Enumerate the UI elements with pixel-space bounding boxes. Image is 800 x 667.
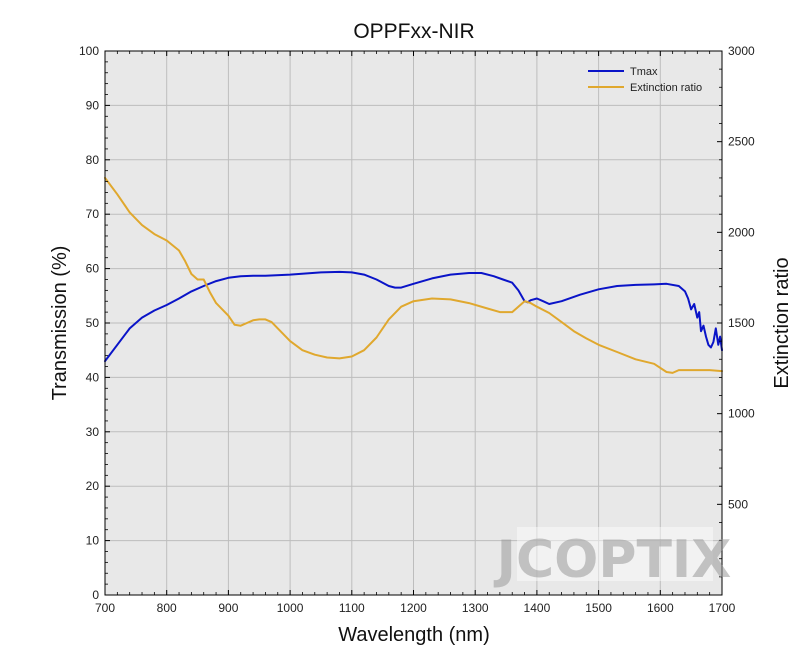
- x-tick-label: 700: [95, 601, 115, 615]
- y-tick-label: 80: [86, 153, 100, 167]
- watermark-plate: [517, 527, 713, 581]
- x-axis-title: Wavelength (nm): [338, 624, 490, 646]
- legend-label-tmax: Tmax: [630, 66, 658, 78]
- x-tick-label: 1300: [462, 601, 489, 615]
- y2-tick-label: 2000: [728, 225, 755, 239]
- y-axis-title: Transmission (%): [49, 246, 71, 401]
- x-tick-label: 1400: [524, 601, 551, 615]
- y-tick-label: 30: [86, 425, 100, 439]
- x-tick-label: 1100: [339, 601, 365, 615]
- x-tick-label: 1200: [400, 601, 427, 615]
- y2-axis-title: Extinction ratio: [771, 257, 793, 388]
- y-tick-label: 50: [86, 316, 100, 330]
- x-tick-label: 1600: [647, 601, 674, 615]
- y2-tick-label: 500: [728, 497, 748, 511]
- watermark-text: JCOPTIX: [494, 530, 732, 590]
- y-tick-label: 70: [86, 207, 100, 221]
- y2-tick-label: 3000: [728, 44, 755, 58]
- y-tick-label: 0: [92, 588, 99, 602]
- x-tick-label: 1500: [585, 601, 612, 615]
- x-tick-label: 1700: [709, 601, 736, 615]
- y2-tick-label: 1000: [728, 407, 755, 421]
- y-tick-label: 100: [79, 44, 99, 58]
- series-line-extinction-ratio: [104, 176, 723, 374]
- y2-tick-label: 2500: [728, 135, 755, 149]
- x-tick-label: 1000: [277, 601, 304, 615]
- watermark: JCOPTIX: [494, 527, 732, 590]
- y-tick-label: 10: [86, 534, 100, 548]
- x-tick-label: 900: [218, 601, 238, 615]
- x-tick-label: 800: [157, 601, 177, 615]
- legend-label-extinction-ratio: Extinction ratio: [630, 82, 702, 94]
- series-layer: [104, 176, 723, 374]
- legend: Tmax Extinction ratio: [588, 66, 702, 94]
- series-line-tmax: [104, 270, 723, 363]
- ticks: 700 800 900 1000 1100 1200 1300 1400 1500 1600 170…: [79, 44, 755, 615]
- chart-title: OPPFxx-NIR: [353, 20, 474, 43]
- y-tick-label: 60: [86, 262, 100, 276]
- y-tick-label: 90: [86, 98, 100, 112]
- y-tick-label: 20: [86, 479, 100, 493]
- y2-tick-label: 1500: [728, 316, 755, 330]
- y-tick-label: 40: [86, 370, 100, 384]
